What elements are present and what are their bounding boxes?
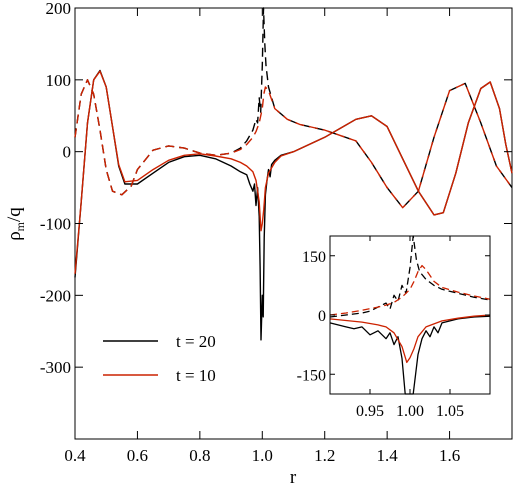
y-axis-title-base: ρ [4,231,25,240]
main-plot: 0.4 0.6 0.8 1.0 1.2 1.4 1.6 200 100 0 -100 -200 -300… [4,0,513,487]
inset-series-t10-solid [329,314,491,364]
legend-label-t20: t = 20 [176,332,216,351]
x-axis-title: r [290,467,297,487]
y-axis-title: ρm/q [4,207,27,241]
inset-ticks-group [330,236,490,394]
main-y-tick-label: -300 [40,358,71,377]
legend: t = 20 t = 10 [103,332,216,385]
main-x-tick-label: 1.0 [252,446,273,465]
main-series-t10-dashed [74,79,513,209]
inset-y-tick-label: 150 [302,249,326,266]
main-y-tick-label: 100 [46,71,72,90]
main-x-tick-label: 1.6 [439,446,460,465]
main-y-tick-label: 200 [46,0,72,18]
y-axis-title-tail: /q [4,207,25,222]
inset-x-tick-label: 1.05 [436,403,464,420]
main-ticks-group [74,7,512,439]
main-y-tick-label: -100 [40,215,71,234]
legend-label-t10: t = 10 [176,366,216,385]
inset-tick-labels-group: 0.95 1.00 1.05 150 0 -150 [297,249,464,420]
main-series-t10-solid [74,70,513,274]
main-x-tick-label: 0.8 [189,446,210,465]
inset-plot-background [330,236,490,394]
main-x-tick-label: 0.4 [64,446,86,465]
main-y-tick-label: 0 [63,143,72,162]
main-series-group [74,7,513,341]
inset-x-tick-label: 1.00 [396,403,424,420]
main-tick-labels-group: 0.4 0.6 0.8 1.0 1.2 1.4 1.6 200 100 0 -100 -200 -300 [40,0,460,465]
inset-plot: 0.95 1.00 1.05 150 0 -150 [297,235,491,420]
inset-x-tick-label: 0.95 [356,403,384,420]
main-x-tick-label: 1.4 [377,446,399,465]
main-x-tick-label: 0.6 [127,446,148,465]
main-x-tick-label: 1.2 [314,446,335,465]
y-axis-title-sub: m [13,221,27,231]
inset-y-tick-label: 0 [318,308,326,325]
inset-y-tick-label: -150 [297,367,326,384]
inset-series-t10-dashed [329,264,491,316]
main-y-tick-label: -200 [40,286,71,305]
